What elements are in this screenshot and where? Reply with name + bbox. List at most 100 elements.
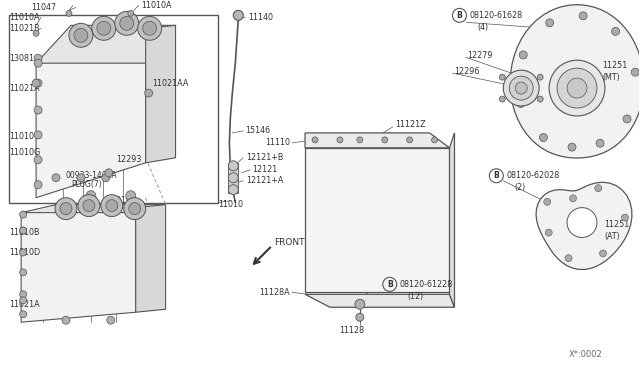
Circle shape: [145, 89, 153, 97]
Circle shape: [228, 161, 238, 171]
Text: 11140: 11140: [248, 13, 273, 22]
Circle shape: [124, 198, 146, 219]
Text: (2): (2): [515, 183, 525, 192]
Circle shape: [600, 250, 607, 257]
Text: 11110: 11110: [265, 138, 290, 147]
Circle shape: [515, 82, 527, 94]
Circle shape: [595, 185, 602, 192]
Text: (12): (12): [408, 292, 424, 301]
Circle shape: [355, 299, 365, 309]
Text: PLUG(7): PLUG(7): [71, 180, 102, 189]
Text: 11047: 11047: [31, 3, 56, 12]
Circle shape: [509, 76, 533, 100]
Text: 11128: 11128: [339, 326, 364, 335]
Circle shape: [20, 227, 27, 234]
Circle shape: [34, 106, 42, 114]
Circle shape: [107, 316, 115, 324]
Circle shape: [567, 208, 597, 237]
Circle shape: [557, 68, 597, 108]
Circle shape: [545, 229, 552, 236]
Polygon shape: [536, 182, 632, 269]
Circle shape: [431, 137, 438, 143]
Text: 11021A: 11021A: [9, 84, 40, 93]
Circle shape: [102, 174, 110, 182]
Circle shape: [20, 249, 27, 256]
Circle shape: [568, 143, 576, 151]
Circle shape: [228, 173, 238, 183]
Circle shape: [228, 185, 238, 195]
Text: 12121+A: 12121+A: [246, 176, 284, 185]
Circle shape: [66, 10, 72, 16]
Text: 11010A: 11010A: [141, 1, 171, 10]
Circle shape: [537, 74, 543, 80]
Circle shape: [77, 174, 85, 182]
Circle shape: [519, 51, 527, 59]
Text: 13081: 13081: [9, 54, 34, 63]
Circle shape: [128, 10, 134, 16]
Circle shape: [55, 198, 77, 219]
Circle shape: [34, 181, 42, 189]
Circle shape: [20, 269, 27, 276]
Text: FRONT: FRONT: [274, 238, 305, 247]
Text: 11128A: 11128A: [259, 288, 290, 297]
Bar: [228, 163, 238, 193]
Text: 11010B: 11010B: [9, 228, 40, 237]
Text: 11010C: 11010C: [106, 196, 136, 205]
Circle shape: [612, 28, 620, 35]
Text: 08120-61628: 08120-61628: [469, 11, 522, 20]
Text: 15146: 15146: [245, 126, 271, 135]
Circle shape: [596, 139, 604, 147]
Circle shape: [138, 16, 162, 40]
Text: (4): (4): [477, 23, 488, 32]
Circle shape: [69, 23, 93, 47]
Circle shape: [120, 16, 134, 30]
Circle shape: [540, 134, 547, 141]
Text: 11010D: 11010D: [9, 248, 40, 257]
Text: (AT): (AT): [604, 232, 620, 241]
Circle shape: [631, 68, 639, 76]
Circle shape: [312, 137, 318, 143]
Circle shape: [52, 174, 60, 182]
Circle shape: [537, 96, 543, 102]
Text: 11010G: 11010G: [9, 132, 40, 141]
Polygon shape: [21, 208, 136, 322]
Text: 08120-61228: 08120-61228: [400, 280, 453, 289]
Circle shape: [60, 203, 72, 215]
Circle shape: [567, 78, 587, 98]
Circle shape: [34, 156, 42, 164]
Text: 12279: 12279: [467, 51, 493, 60]
Polygon shape: [305, 133, 449, 148]
Circle shape: [356, 313, 364, 321]
Polygon shape: [146, 25, 175, 163]
Circle shape: [106, 200, 118, 212]
Circle shape: [97, 21, 111, 35]
Text: 11021A: 11021A: [9, 300, 40, 309]
Circle shape: [34, 54, 42, 62]
Circle shape: [406, 137, 413, 143]
Polygon shape: [36, 28, 146, 198]
Circle shape: [34, 79, 42, 87]
Text: 11010: 11010: [218, 200, 243, 209]
Circle shape: [20, 297, 27, 304]
Text: 11021AA: 11021AA: [153, 78, 189, 88]
Text: 11121Z: 11121Z: [395, 121, 426, 129]
Circle shape: [33, 30, 39, 36]
Circle shape: [623, 115, 631, 123]
Circle shape: [382, 137, 388, 143]
Text: 12121+B: 12121+B: [246, 153, 284, 162]
Circle shape: [74, 28, 88, 42]
Text: B: B: [456, 11, 462, 20]
Circle shape: [20, 227, 27, 234]
Text: 11021B: 11021B: [9, 24, 40, 33]
Circle shape: [92, 16, 116, 40]
Text: 12121: 12121: [252, 165, 278, 174]
Polygon shape: [305, 294, 454, 307]
Polygon shape: [305, 148, 449, 292]
Circle shape: [83, 200, 95, 212]
Text: (MT): (MT): [602, 73, 620, 81]
Circle shape: [570, 195, 577, 202]
Text: B: B: [387, 280, 392, 289]
Circle shape: [503, 70, 539, 106]
Circle shape: [544, 198, 550, 205]
Circle shape: [78, 195, 100, 217]
